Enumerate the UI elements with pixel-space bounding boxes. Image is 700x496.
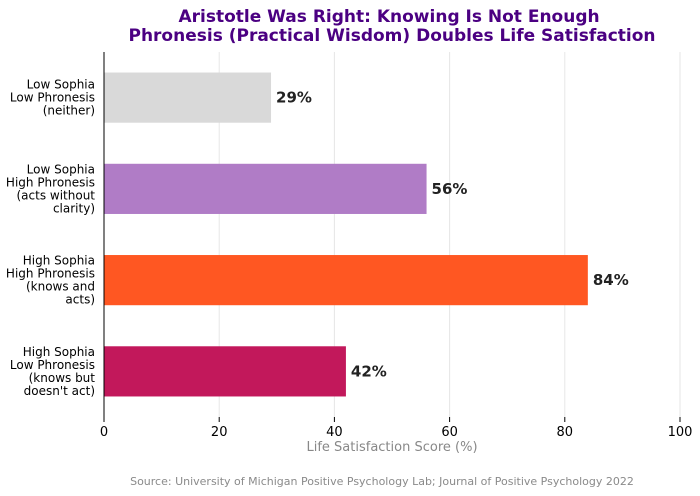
value-label: 42% [351,362,387,380]
x-tick-label: 60 [441,425,458,440]
category-label-line: doesn't act) [24,384,95,398]
bar [104,163,427,214]
category-label-line: High Phronesis [6,267,95,281]
category-label-line: High Phronesis [6,175,95,189]
x-tick-label: 0 [100,425,108,440]
bars [104,72,588,397]
x-axis-label: Life Satisfaction Score (%) [306,440,477,455]
category-label-line: (knows and [26,280,95,294]
x-tick-label: 100 [668,425,693,440]
category-label-line: High Sophia [23,254,95,268]
category-label-line: Low Sophia [27,78,95,92]
bar [104,346,346,397]
category-label: High Sophia Low Phronesis (knows but doesn'… [10,345,95,398]
x-tick-label: 80 [557,425,574,440]
category-label-line: acts) [65,293,95,307]
value-labels: 29% 56% 84% 42% [276,89,629,381]
category-label: High Sophia High Phronesis (knows and acts) [6,254,95,307]
bar [104,72,272,123]
category-label-line: (knows but [29,371,96,385]
category-label-line: clarity) [53,201,95,215]
category-labels: Low Sophia Low Phronesis (neither)Low Soph… [6,78,95,398]
category-label-line: (acts without [16,188,95,202]
source-note: Source: University of Michigan Positive … [130,475,634,488]
category-label-line: Low Sophia [27,162,95,176]
category-label-line: Low Phronesis [10,358,95,372]
value-label: 56% [432,180,468,198]
category-label-line: (neither) [43,104,95,118]
category-label: Low Sophia High Phronesis (acts without cla… [6,162,95,215]
x-tick-label: 20 [211,425,228,440]
value-label: 29% [276,89,312,107]
value-label: 84% [593,271,629,289]
chart-title-line-2: Phronesis (Practical Wisdom) Doubles Lif… [128,26,655,46]
category-label-line: High Sophia [23,345,95,359]
x-tick-label: 40 [326,425,343,440]
category-label-line: Low Phronesis [10,91,95,105]
chart-title-line-1: Aristotle Was Right: Knowing Is Not Enou… [178,7,599,27]
x-axis-ticks: 0 20 40 60 80 100 [100,417,693,440]
category-label: Low Sophia Low Phronesis (neither) [10,78,95,118]
bar [104,255,588,306]
chart-title: Aristotle Was Right: Knowing Is Not Enou… [128,7,655,46]
